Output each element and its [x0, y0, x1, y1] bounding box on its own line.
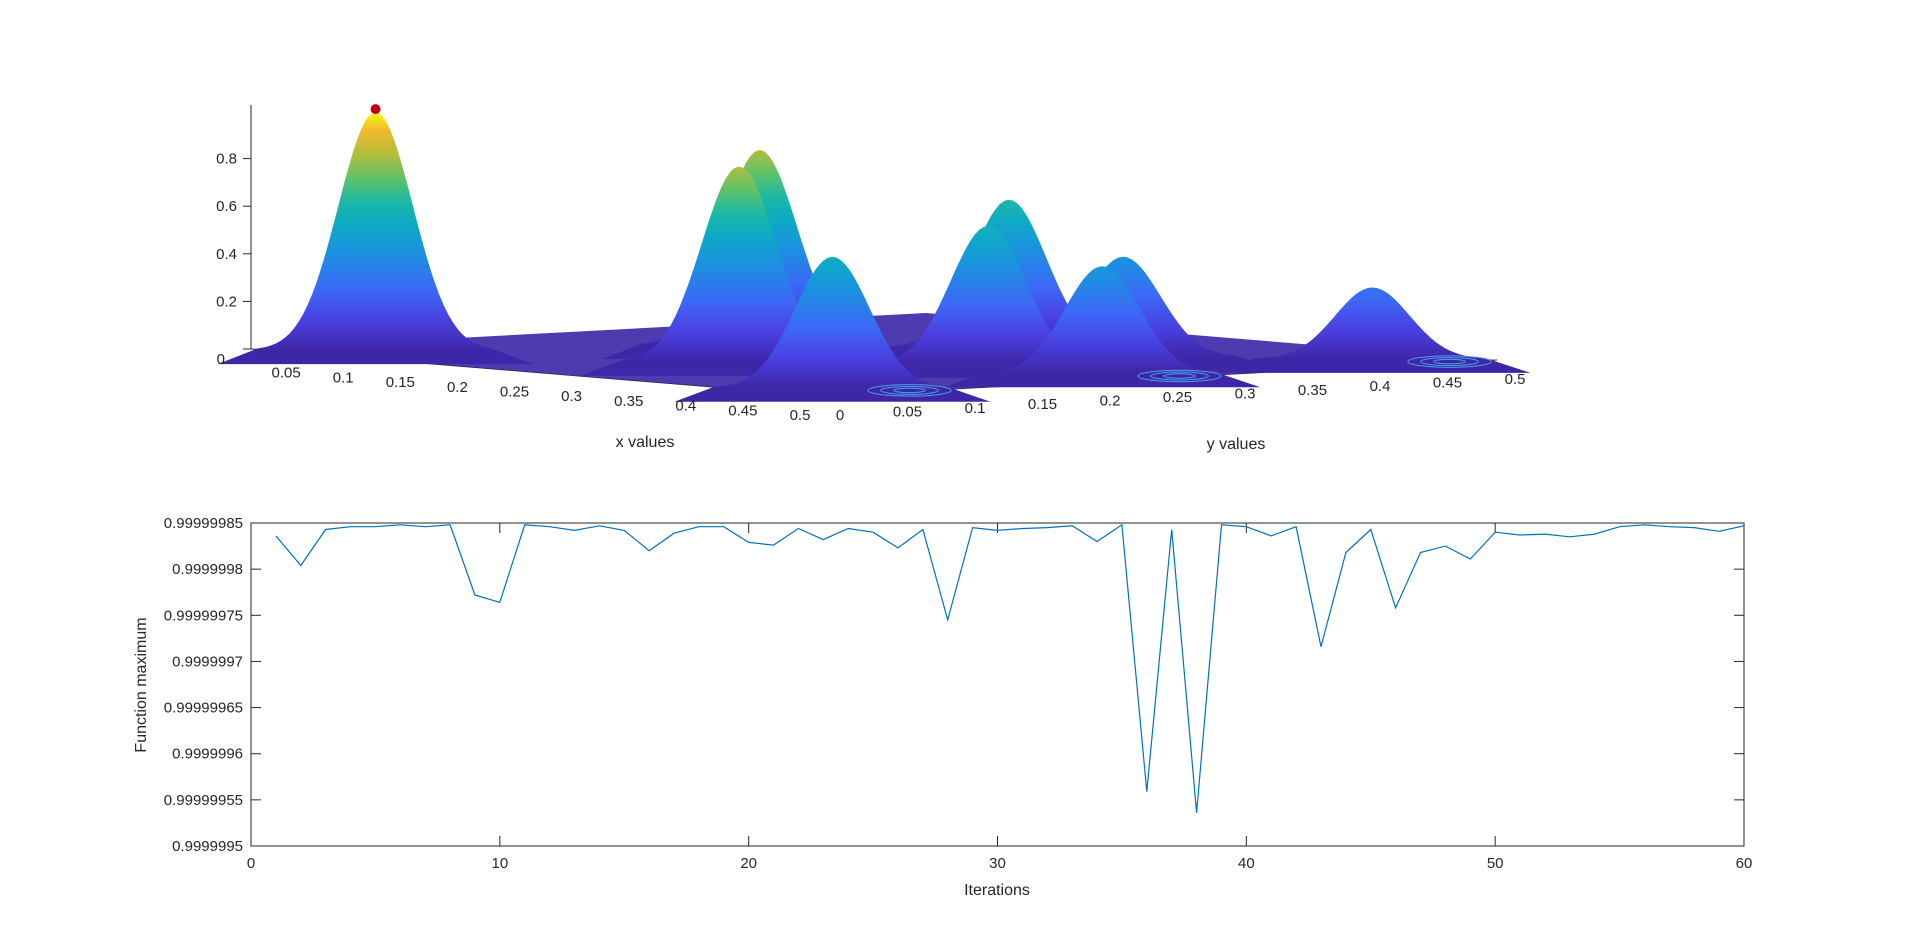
line-y-tick-label: 0.9999998: [172, 561, 243, 578]
surface-peak: [1214, 287, 1531, 373]
contour-ring: [1407, 355, 1492, 368]
x-axis-label: x values: [616, 434, 675, 451]
y-tick-label: 0.35: [1298, 382, 1327, 399]
line-plot-box: [250, 522, 1745, 847]
y-tick-label: 0.45: [1433, 375, 1462, 392]
z-tick-label: 0.6: [216, 198, 237, 215]
function-maximum-series: [275, 523, 1745, 813]
line-x-tick-label: 30: [989, 855, 1006, 872]
y-tick-label: 0.3: [1235, 385, 1256, 402]
x-tick-label: 0.15: [386, 374, 415, 391]
surface-ticks: 0 0.2 0.4 0.6 0.8 0.05 0.1 0.15 0.2 0.25 0.3 0.35 0.…: [216, 151, 1525, 424]
maximum-marker: [370, 104, 381, 115]
surface-peak: [674, 256, 991, 402]
line-plot: 0 10 20 30 40 50 60 0.9999995 0.99999955 0.999999…: [133, 515, 1752, 899]
line-y-tick-label: 0.9999995: [172, 838, 243, 855]
line-x-tick-label: 50: [1487, 855, 1504, 872]
surface-contours: [867, 355, 1492, 397]
line-x-tick-label: 0: [247, 855, 255, 872]
line-y-axis-label: Function maximum: [133, 617, 150, 752]
contour-ring: [867, 384, 952, 397]
surface-plot: 0 0.2 0.4 0.6 0.8 0.05 0.1 0.15 0.2 0.25 0.3 0.35 0.…: [216, 104, 1531, 453]
line-y-tick-label: 0.9999997: [172, 653, 243, 670]
contour-ring: [893, 387, 926, 394]
y-tick-label: 0.15: [1028, 396, 1057, 413]
x-tick-label: 0.4: [675, 398, 696, 415]
line-x-tick-label: 10: [491, 855, 508, 872]
line-y-tick-label: 0.99999985: [164, 515, 243, 532]
x-tick-label: 0.3: [561, 388, 582, 405]
line-ticks: 0 10 20 30 40 50 60 0.9999995 0.99999955 0.999999…: [164, 515, 1753, 872]
x-tick-label: 0.35: [614, 393, 643, 410]
z-tick-label: 0.8: [216, 151, 237, 168]
contour-ring: [880, 385, 939, 395]
contour-ring: [1420, 357, 1479, 367]
line-x-tick-label: 60: [1736, 855, 1753, 872]
surface-peaks: [217, 104, 1531, 402]
line-y-tick-label: 0.99999955: [164, 792, 243, 809]
y-tick-label: 0: [836, 407, 844, 424]
z-tick-label: 0.2: [216, 293, 237, 310]
surface-peak: [944, 266, 1261, 388]
surface-peak: [830, 225, 1147, 378]
y-tick-label: 0.1: [965, 400, 986, 417]
surface-peak: [581, 166, 897, 376]
x-tick-label: 0.5: [790, 407, 811, 424]
y-tick-label: 0.4: [1370, 378, 1391, 395]
line-y-tick-label: 0.99999975: [164, 607, 243, 624]
x-tick-label: 0.25: [500, 384, 529, 401]
contour-ring: [1163, 373, 1196, 379]
x-tick-label: 0.2: [447, 379, 468, 396]
x-tick-label: 0.45: [728, 402, 757, 419]
z-tick-label: 0: [217, 351, 225, 368]
x-tick-label: 0.05: [271, 365, 300, 382]
contour-ring: [1433, 358, 1466, 365]
y-tick-label: 0.5: [1505, 371, 1526, 388]
line-x-axis-label: Iterations: [964, 882, 1030, 899]
contour-ring: [1150, 371, 1209, 381]
surface-peak: [217, 112, 534, 365]
z-tick-label: 0.4: [216, 246, 237, 263]
contour-ring: [1137, 369, 1222, 383]
line-x-tick-label: 20: [740, 855, 757, 872]
y-axis-label: y values: [1207, 436, 1266, 453]
line-y-tick-label: 0.9999996: [172, 746, 243, 763]
line-x-tick-label: 40: [1238, 855, 1255, 872]
x-tick-label: 0.1: [333, 369, 354, 386]
y-tick-label: 0.2: [1100, 393, 1121, 410]
line-y-tick-label: 0.99999965: [164, 700, 243, 717]
y-tick-label: 0.05: [893, 403, 922, 420]
y-tick-label: 0.25: [1163, 389, 1192, 406]
